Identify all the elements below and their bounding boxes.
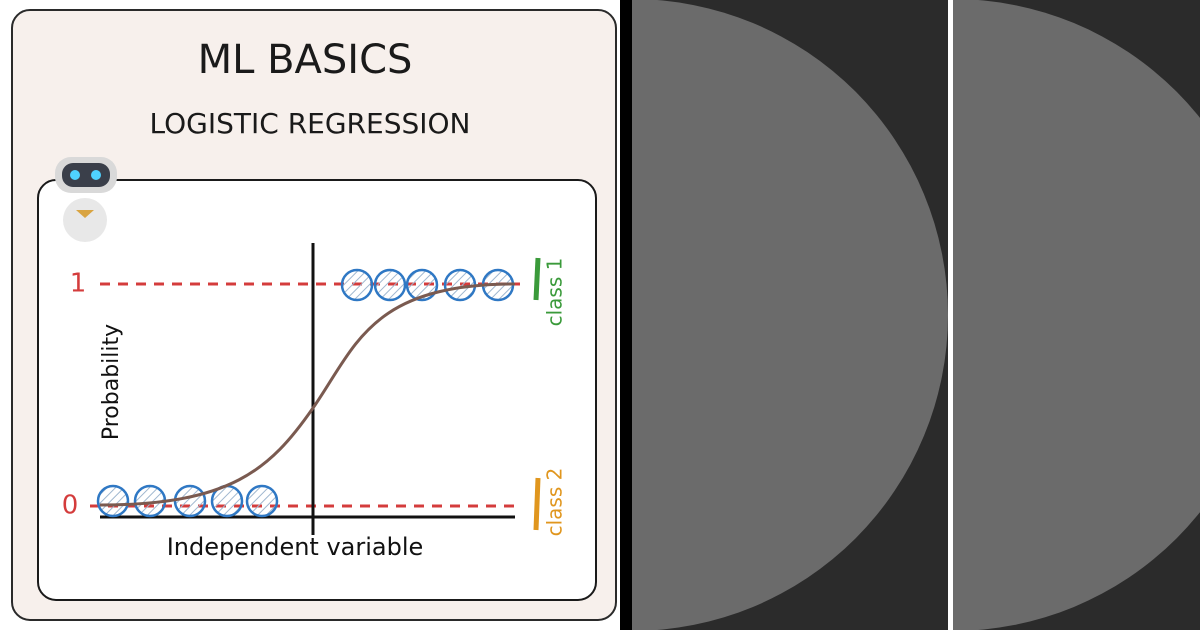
x-axis-label: Independent variable	[167, 533, 424, 561]
divider	[948, 0, 953, 630]
class-high-bar	[533, 257, 541, 301]
level-low: 0	[62, 491, 79, 521]
panel-b-shape	[953, 0, 1200, 630]
robot-icon	[55, 157, 117, 242]
subtitle: LOGISTIC REGRESSION	[150, 107, 471, 140]
y-axis-label: Probability	[99, 324, 124, 440]
class-high: class 1	[543, 258, 567, 327]
title: ML BASICS	[198, 37, 413, 83]
level-high: 1	[70, 269, 87, 299]
points	[96, 268, 515, 518]
class-low: class 2	[543, 468, 567, 537]
sigmoid-curve	[99, 282, 516, 507]
class-low-bar	[533, 477, 541, 531]
panel-a-shape	[632, 0, 948, 630]
